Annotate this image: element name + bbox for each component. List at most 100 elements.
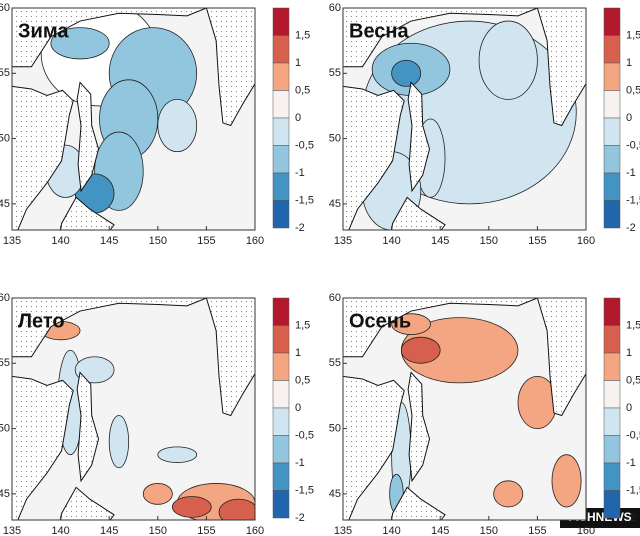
colorbar-swatch [272,200,290,229]
colorbar-swatch [603,35,621,64]
y-tick-label: 55 [0,357,10,369]
colorbar-label: -0,5 [626,139,640,151]
colorbar-label: 0 [626,112,632,124]
anomaly-area [391,313,431,335]
colorbar-swatch [272,352,290,381]
colorbar-swatch [603,297,621,326]
colorbar-label: -0,5 [295,139,314,151]
colorbar-swatch [603,407,621,436]
colorbar-label: -2 [295,512,305,524]
plot-frame [11,297,256,521]
x-tick-label: 160 [246,235,264,247]
colorbar-swatch [272,462,290,491]
map-area [12,298,255,520]
colorbar-label: 1,5 [295,29,310,41]
colorbar-label: -2 [626,512,636,524]
y-tick-label: 50 [329,422,341,434]
colorbar-label: -1 [626,167,636,179]
colorbar-swatch [603,62,621,91]
anomaly-area [157,99,198,153]
plot-frame [342,7,587,231]
x-tick-label: 140 [382,525,400,536]
x-tick-label: 140 [51,525,69,536]
map-panel: Лето 135 140 145 150 155 160 45 50 55 60 1,5 1 0,5 0 -0… [0,292,314,536]
land [60,486,115,520]
y-tick-label: 60 [0,292,10,304]
y-tick-label: 55 [0,67,10,79]
x-tick-label: 145 [431,525,449,536]
land [76,371,100,483]
land [343,375,405,520]
panel-title: Лето [18,310,65,332]
colorbar-swatch [272,35,290,64]
colorbar-label: 0,5 [295,374,310,386]
panel-title: Зима [18,20,69,42]
colorbar-swatch [603,352,621,381]
y-tick-label: 60 [0,2,10,14]
colorbar-swatch [603,117,621,146]
y-tick-label: 55 [329,67,341,79]
anomaly-area [478,20,538,100]
land [12,298,255,417]
x-tick-label: 155 [197,525,215,536]
x-tick-label: 140 [51,235,69,247]
land [407,81,431,193]
y-tick-label: 45 [329,198,341,210]
land [407,371,431,483]
anomaly-area [218,498,255,520]
y-tick-label: 60 [329,292,341,304]
colorbar-swatch [272,90,290,119]
x-tick-label: 150 [480,235,498,247]
x-tick-label: 145 [100,525,118,536]
colorbar-label: 1,5 [626,319,640,331]
anomaly-area [391,59,422,87]
colorbar-label: 0 [295,402,301,414]
anomaly-area [157,446,198,463]
colorbar-swatch [272,435,290,464]
y-tick-label: 50 [0,132,10,144]
colorbar-swatch [603,380,621,409]
x-tick-label: 155 [528,525,546,536]
anomaly-area [551,454,582,508]
y-tick-label: 50 [0,422,10,434]
colorbar-label: -1 [295,457,305,469]
colorbar-label: -0,5 [626,429,640,441]
land [391,486,446,520]
land [12,8,255,127]
colorbar-swatch [272,7,290,36]
colorbar-label: -0,5 [295,429,314,441]
colorbar-label: -1,5 [295,194,314,206]
colorbar-swatch [603,200,621,229]
map-area [12,8,255,230]
land [12,375,74,520]
colorbar-swatch [272,117,290,146]
colorbar-swatch [272,145,290,174]
anomaly-area [74,356,115,384]
x-tick-label: 140 [382,235,400,247]
colorbar-label: -1 [626,457,636,469]
y-tick-label: 45 [0,198,10,210]
colorbar-label: -1,5 [626,194,640,206]
x-tick-label: 135 [334,525,352,536]
land [343,8,586,127]
map-area [343,298,586,520]
colorbar-swatch [272,297,290,326]
map-panel: Осень 135 140 145 150 155 160 45 50 55 60 1,5 1 0,5 0 -… [329,292,640,536]
colorbar-label: 1 [626,347,632,359]
x-tick-label: 160 [246,525,264,536]
x-tick-label: 150 [149,525,167,536]
x-tick-label: 135 [3,235,21,247]
x-tick-label: 145 [431,235,449,247]
x-tick-label: 135 [3,525,21,536]
colorbar-label: 0 [626,402,632,414]
panel-title: Осень [349,310,411,332]
colorbar-label: 1 [626,57,632,69]
anomaly-area [142,483,173,505]
land [343,298,586,417]
plot-frame [11,7,256,231]
colorbar-swatch [603,145,621,174]
colorbar-swatch [603,172,621,201]
anomaly-area [171,496,212,518]
colorbar-label: -1,5 [626,484,640,496]
